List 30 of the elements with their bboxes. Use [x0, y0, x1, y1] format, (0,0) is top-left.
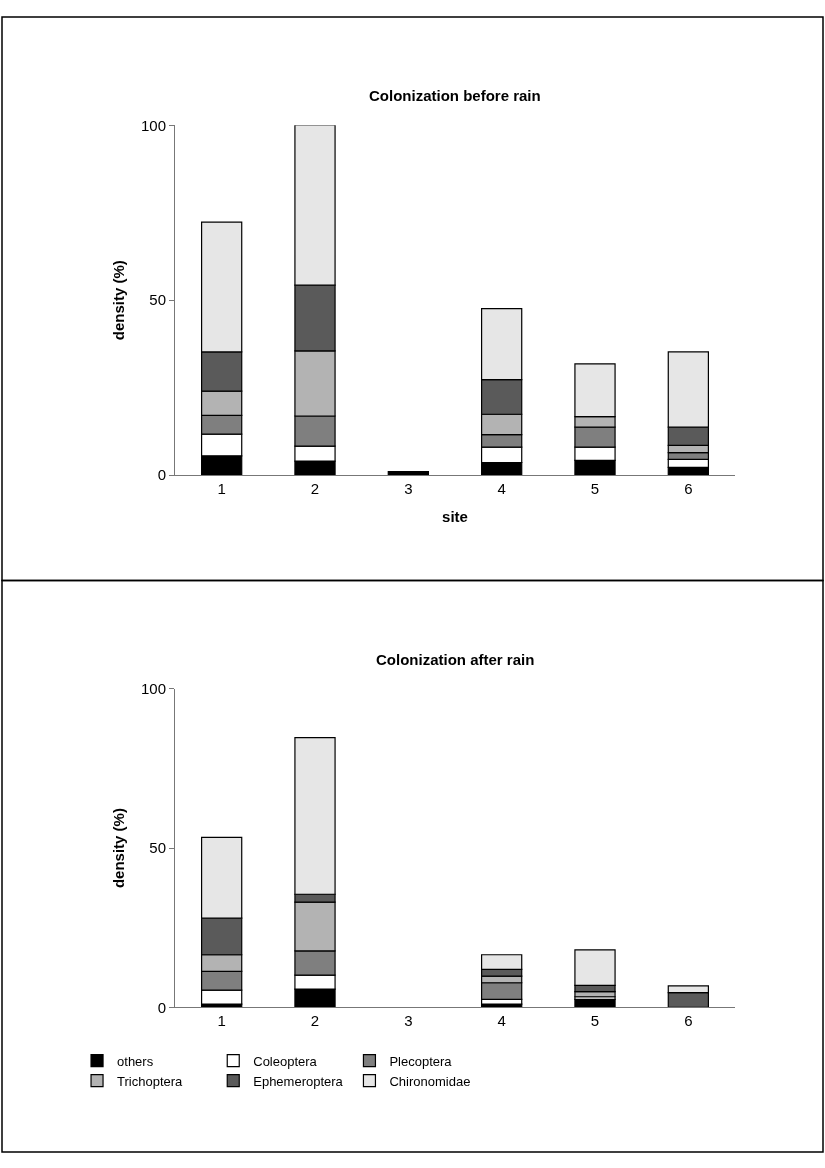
chart-title: Colonization after rain [376, 651, 535, 668]
legend-label: Plecoptera [389, 1053, 453, 1069]
y-tick-label: 0 [157, 998, 166, 1016]
bar [387, 471, 429, 476]
y-tick-label: 100 [140, 680, 166, 698]
legend-label: Trichoptera [117, 1073, 184, 1089]
x-tick-label: 6 [684, 1012, 693, 1030]
y-axis-title: density (%) [110, 808, 128, 889]
legend-label: Chironomidae [389, 1073, 471, 1089]
x-tick-label: 4 [497, 480, 506, 498]
y-tick-label: 50 [149, 291, 166, 309]
y-tick-label: 0 [157, 466, 166, 484]
x-tick-label: 1 [217, 480, 226, 498]
chart-title: Colonization before rain [369, 87, 541, 104]
legend-label: Coleoptera [253, 1053, 318, 1069]
y-tick-label: 100 [140, 116, 166, 134]
x-tick-label: 2 [310, 1012, 320, 1030]
x-tick-label: 2 [310, 480, 320, 498]
x-tick-label: 3 [404, 480, 413, 498]
y-axis-title: density (%) [110, 260, 128, 341]
x-tick-label: 1 [217, 1012, 226, 1030]
x-tick-label: 6 [684, 480, 693, 498]
x-tick-label: 5 [590, 480, 600, 498]
x-tick-label: 5 [590, 1012, 600, 1030]
x-tick-label: 4 [497, 1012, 506, 1030]
x-tick-label: 3 [404, 1012, 413, 1030]
legend-label: others [117, 1053, 154, 1069]
legend-label: Ephemeroptera [253, 1073, 344, 1089]
y-tick-label: 50 [149, 839, 166, 857]
x-axis-title: site [442, 508, 468, 526]
